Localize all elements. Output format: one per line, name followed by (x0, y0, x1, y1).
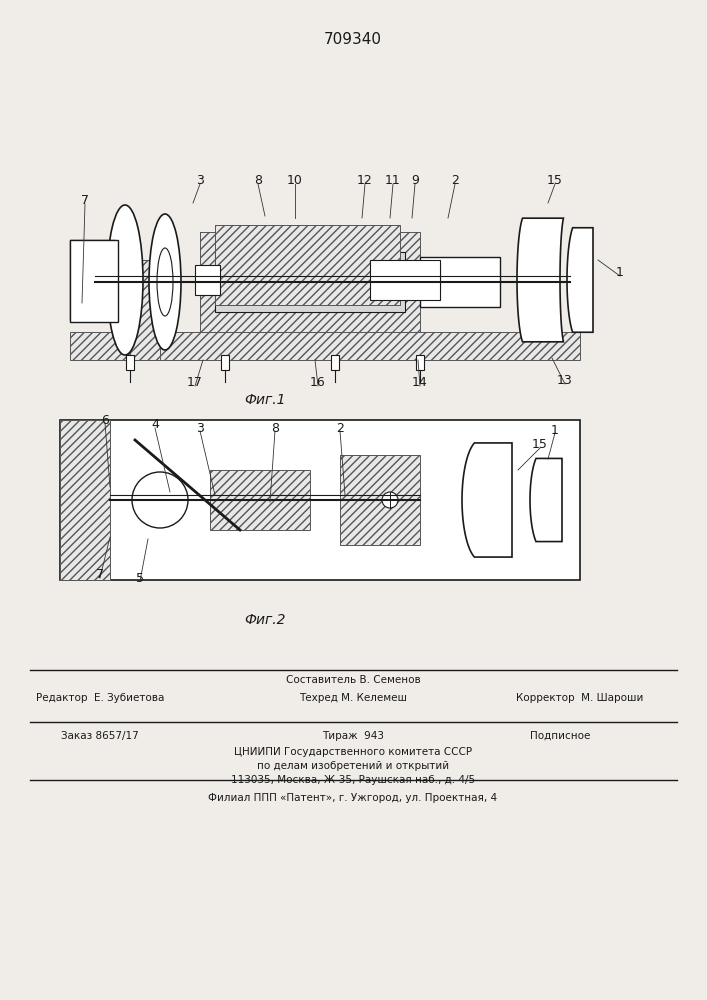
Bar (331, 355, 339, 370)
Bar (370, 260, 440, 300)
Bar (130, 260, 160, 360)
Bar (380, 265, 440, 290)
Bar (221, 355, 229, 370)
Bar (200, 232, 420, 332)
Bar (60, 420, 110, 580)
Bar (215, 225, 400, 305)
Text: Тираж  943: Тираж 943 (322, 731, 384, 741)
Text: 15: 15 (547, 174, 563, 186)
Polygon shape (567, 228, 593, 332)
Text: 7: 7 (81, 194, 89, 207)
Bar (70, 240, 115, 320)
Text: 5: 5 (136, 572, 144, 584)
Bar (340, 455, 420, 545)
Ellipse shape (157, 248, 173, 316)
Bar (210, 470, 310, 530)
Bar (340, 455, 420, 545)
Ellipse shape (149, 214, 181, 350)
Text: 7: 7 (96, 568, 104, 582)
Text: 11: 11 (385, 174, 401, 186)
Text: 2: 2 (336, 422, 344, 434)
Text: Корректор  М. Шароши: Корректор М. Шароши (516, 693, 643, 703)
Bar (130, 260, 160, 360)
Bar (200, 232, 420, 332)
Text: 9: 9 (411, 174, 419, 186)
Text: Заказ 8657/17: Заказ 8657/17 (61, 731, 139, 741)
Text: 709340: 709340 (324, 32, 382, 47)
Text: 13: 13 (557, 373, 573, 386)
Text: 4: 4 (151, 418, 159, 432)
Text: по делам изобретений и открытий: по делам изобретений и открытий (257, 761, 449, 771)
Text: 113035, Москва, Ж-35, Раушская наб., д. 4/5: 113035, Москва, Ж-35, Раушская наб., д. … (231, 775, 475, 785)
Text: 15: 15 (532, 438, 548, 452)
Text: Редактор  Е. Зубиетова: Редактор Е. Зубиетова (36, 693, 164, 703)
Bar (126, 355, 134, 370)
Text: 2: 2 (451, 174, 459, 186)
Text: 12: 12 (357, 174, 373, 186)
Bar (70, 240, 118, 322)
Text: Составитель В. Семенов: Составитель В. Семенов (286, 675, 421, 685)
Text: 3: 3 (196, 422, 204, 434)
Bar (195, 265, 220, 295)
Text: 6: 6 (101, 414, 109, 426)
Text: 1: 1 (551, 424, 559, 436)
Bar (420, 257, 500, 307)
Text: Фиг.2: Фиг.2 (244, 613, 286, 627)
Bar (70, 332, 580, 360)
Text: Подписное: Подписное (530, 731, 590, 741)
Text: 8: 8 (254, 174, 262, 186)
Text: Филиал ППП «Патент», г. Ужгород, ул. Проектная, 4: Филиал ППП «Патент», г. Ужгород, ул. Про… (209, 793, 498, 803)
Bar (416, 355, 424, 370)
Text: 3: 3 (196, 174, 204, 186)
Text: Фиг.1: Фиг.1 (244, 393, 286, 407)
Bar (215, 252, 405, 312)
Text: 17: 17 (187, 375, 203, 388)
Bar (60, 420, 110, 580)
Text: 8: 8 (271, 422, 279, 434)
Bar (215, 225, 400, 305)
Ellipse shape (132, 472, 188, 528)
Polygon shape (530, 458, 562, 542)
Bar (70, 332, 580, 360)
Text: 16: 16 (310, 375, 326, 388)
Polygon shape (462, 443, 512, 557)
Text: Техред М. Келемеш: Техред М. Келемеш (299, 693, 407, 703)
Bar (60, 420, 580, 580)
Text: 1: 1 (616, 265, 624, 278)
Bar (210, 470, 310, 530)
Polygon shape (517, 218, 563, 342)
Text: ЦНИИПИ Государственного комитета СССР: ЦНИИПИ Государственного комитета СССР (234, 747, 472, 757)
Text: 10: 10 (287, 174, 303, 186)
Text: 14: 14 (412, 375, 428, 388)
Ellipse shape (382, 492, 398, 508)
Ellipse shape (107, 205, 143, 355)
